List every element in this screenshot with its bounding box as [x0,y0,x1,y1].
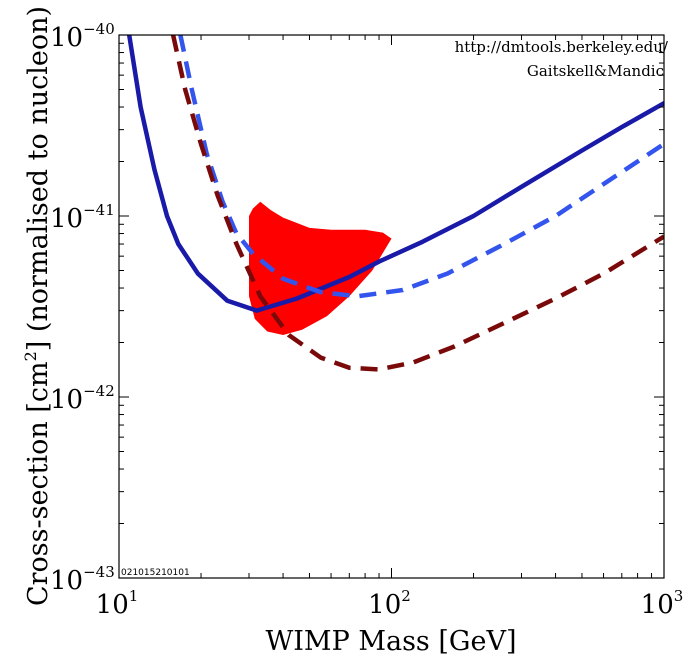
axis-ticks [118,35,665,579]
y-axis-title: Cross-section [cm2] (normalised to nucle… [21,6,54,606]
y-axis-title-tail: ] (normalised to nucleon) [23,6,54,351]
y-tick-label: 10−42 [50,382,115,415]
authors-annotation: Gaitskell&Mandic [527,62,664,80]
series-line-dashed-blue-limit [178,35,664,299]
series-line-solid-blue-limit [126,35,664,313]
tick-labels: 101 102 103 10−43 10−42 10−41 10−40 [50,20,683,620]
source-url-annotation: http://dmtools.berkeley.edu/ [455,38,669,56]
timestamp-stamp: 021015210101 [121,568,190,578]
series-line-dashed-darkred-limit [170,35,664,372]
y-tick-label: 10−40 [50,20,115,53]
y-tick-label: 10−41 [50,201,115,234]
x-tick-label: 101 [96,587,139,620]
plot-frame [118,34,665,579]
y-axis-title-main: Cross-section [cm [23,361,54,606]
plot-area [126,35,664,372]
x-tick-label: 103 [641,587,684,620]
x-tick-label: 102 [368,587,411,620]
y-tick-label: 10−43 [50,563,115,596]
x-axis-title: WIMP Mass [GeV] [266,626,517,657]
y-axis-title-superscript: 2 [21,351,40,361]
